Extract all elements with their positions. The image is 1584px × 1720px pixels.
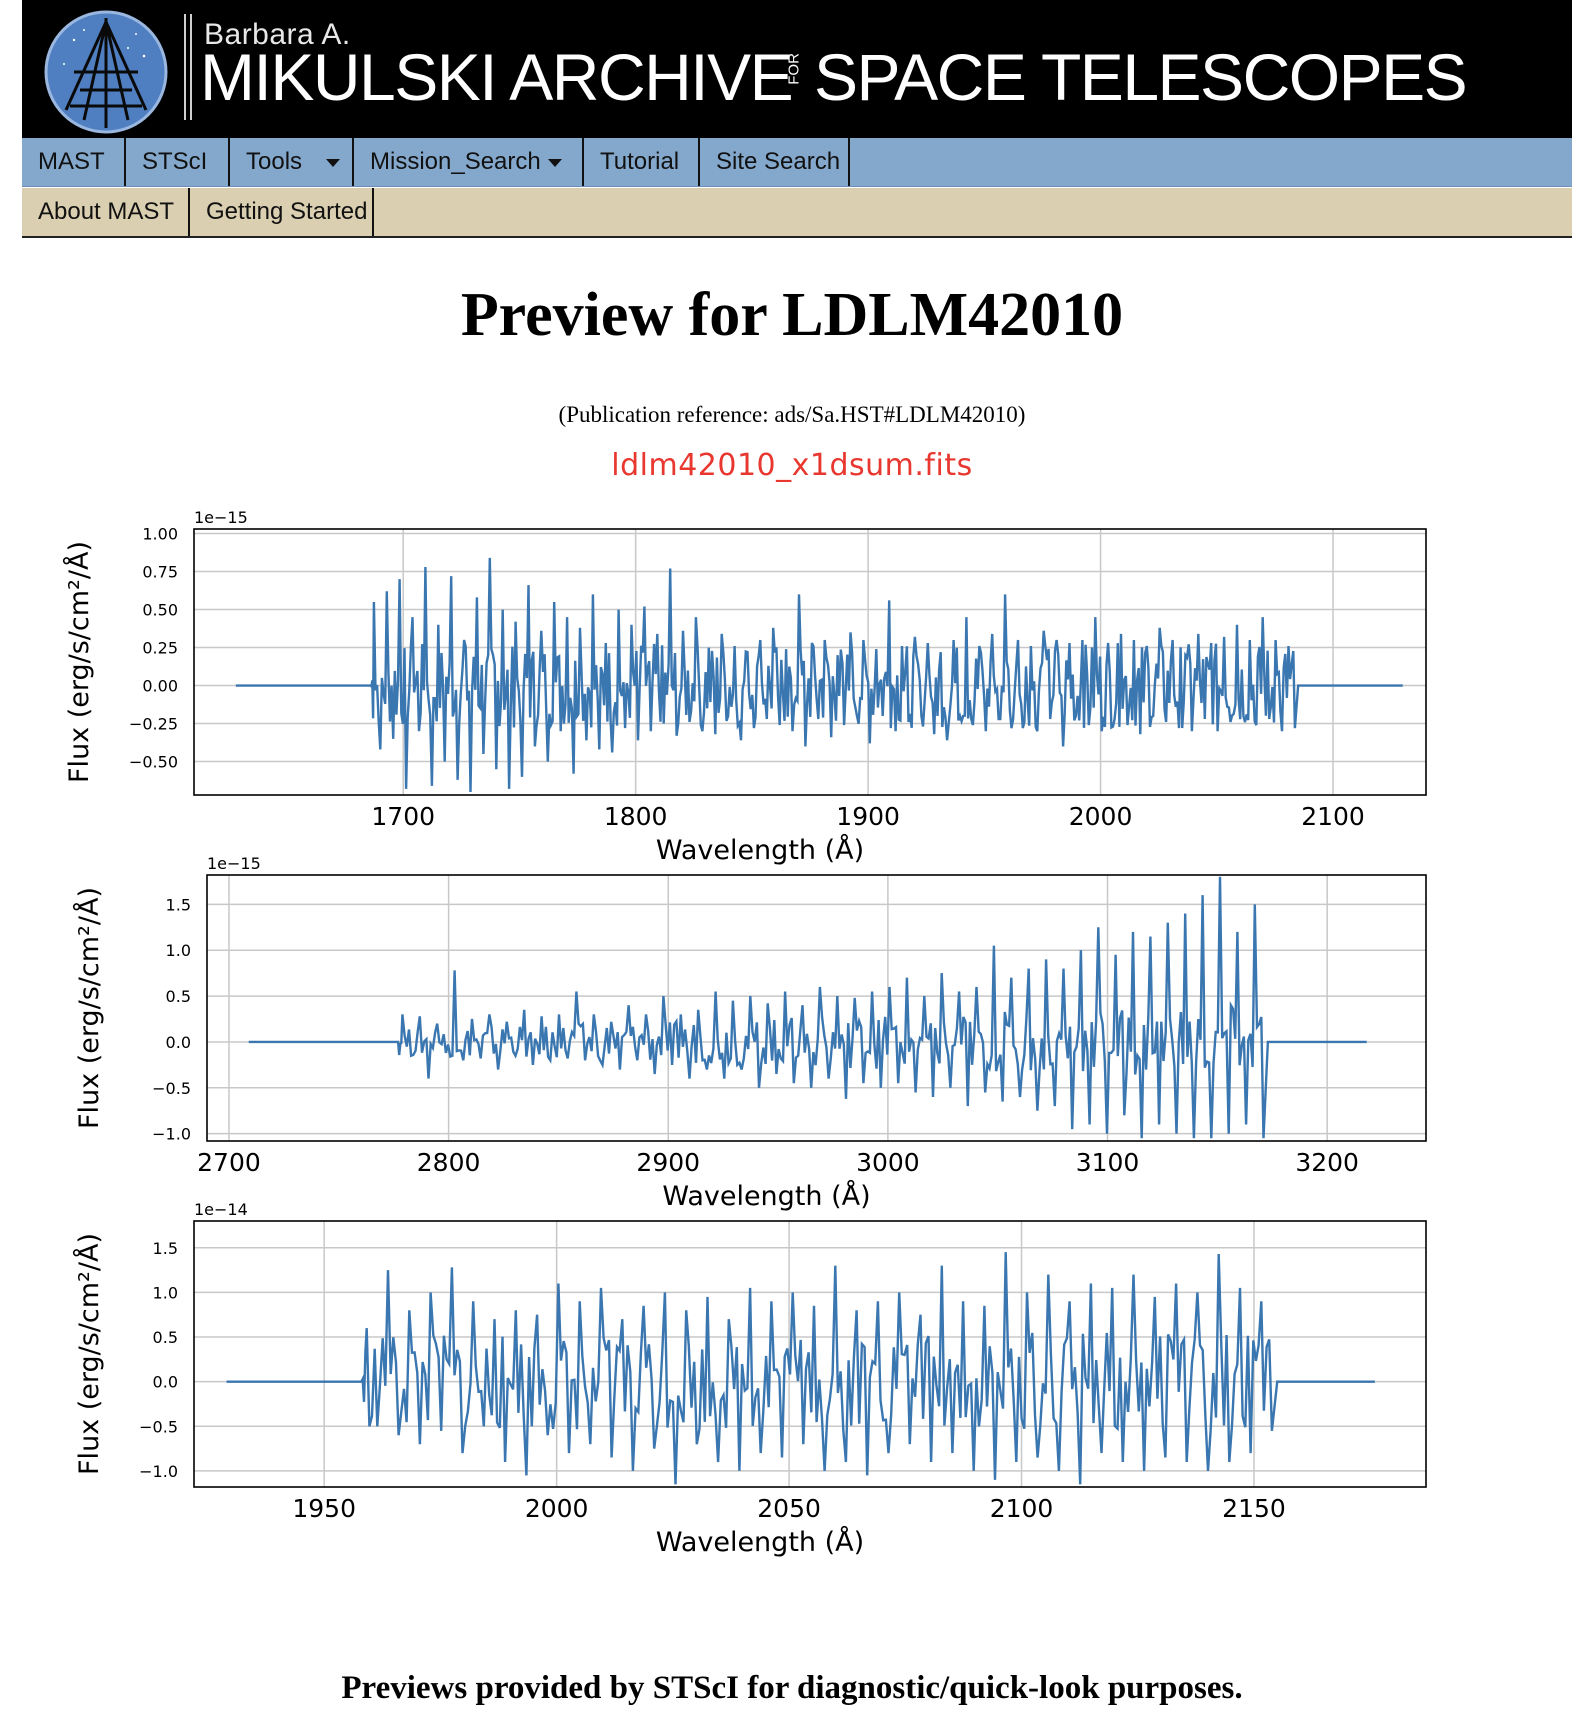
x-tick-label: 1800	[604, 802, 668, 831]
nav-item-tools[interactable]: Tools	[230, 138, 354, 186]
y-tick-label: 0.5	[166, 987, 191, 1006]
x-tick-label: 2700	[197, 1148, 261, 1177]
chart-panel-1: 1700 1800 1900 2000 2100 1.00 0.75 0.50 0.25 0.00…	[63, 508, 1427, 866]
y-axis-label: Flux (erg/s/cm²/Å)	[63, 541, 95, 783]
nav-item-label: Mission_Search	[370, 148, 541, 175]
nav-item-label: STScI	[142, 148, 208, 175]
y-tick-label: 0.75	[142, 563, 178, 582]
banner-subtitle: Barbara A.	[204, 18, 351, 51]
x-tick-label: 3100	[1076, 1148, 1140, 1177]
y-axis-label: Flux (erg/s/cm²/Å)	[73, 887, 105, 1129]
y-tick-label: −0.5	[152, 1079, 191, 1098]
page-title: Preview for LDLM42010	[460, 281, 1124, 349]
y-axis-label: Flux (erg/s/cm²/Å)	[73, 1233, 105, 1475]
y-tick-label: 0.00	[142, 677, 178, 696]
plot-frame	[206, 874, 1427, 1142]
x-tick-label: 2000	[525, 1494, 589, 1523]
publication-reference: (Publication reference: ads/Sa.HST#LDLM4…	[558, 402, 1026, 427]
y-tick-label: 1.00	[142, 525, 178, 544]
series-line	[235, 557, 1403, 793]
primary-nav: MAST STScI Tools Mission_Search Tutorial…	[22, 138, 1572, 187]
x-tick-label: 2150	[1222, 1494, 1286, 1523]
nav-item-about-mast[interactable]: About MAST	[22, 188, 190, 236]
nav-item-label: Site Search	[716, 148, 841, 175]
series-line	[226, 1252, 1375, 1485]
axis-offset-label: 1e−14	[194, 1200, 248, 1219]
y-tick-label: 0.0	[166, 1033, 191, 1052]
x-tick-label: 1700	[371, 802, 435, 831]
mast-logo-icon[interactable]	[44, 10, 168, 134]
footer-note: Previews provided by STScI for diagnosti…	[341, 1670, 1243, 1706]
plot-frame	[193, 528, 1427, 796]
nav-item-label: Tutorial	[600, 148, 680, 175]
y-tick-label: 0.5	[153, 1328, 178, 1347]
banner-divider	[184, 14, 192, 120]
banner-title-left: MIKULSKI ARCHIVE	[200, 40, 794, 114]
y-tick-label: 0.50	[142, 601, 178, 620]
chart-panel-3: 1950 2000 2050 2100 2150 1.5 1.0 0.5 0.0 −0.5 −1.0…	[73, 1200, 1427, 1558]
caret-down-icon	[326, 159, 340, 167]
plot-frame	[193, 1220, 1427, 1488]
y-tick-label: −0.25	[129, 715, 178, 734]
x-axis-label: Wavelength (Å)	[662, 1180, 870, 1212]
y-tick-label: 1.5	[153, 1239, 178, 1258]
x-tick-label: 3000	[856, 1148, 920, 1177]
x-axis-label: Wavelength (Å)	[656, 1526, 864, 1558]
x-axis-label: Wavelength (Å)	[656, 834, 864, 866]
x-tick-label: 2100	[990, 1494, 1054, 1523]
y-tick-label: −1.0	[139, 1462, 178, 1481]
x-tick-label: 2900	[636, 1148, 700, 1177]
y-tick-label: −1.0	[152, 1125, 191, 1144]
x-tick-label: 1950	[292, 1494, 356, 1523]
x-tick-label: 2100	[1301, 802, 1365, 831]
nav-item-tutorial[interactable]: Tutorial	[584, 138, 700, 186]
series-line	[248, 876, 1367, 1139]
x-tick-label: 1900	[836, 802, 900, 831]
nav-item-site-search[interactable]: Site Search	[700, 138, 850, 186]
site-banner[interactable]: Barbara A. MIKULSKI ARCHIVE FOR SPACE TE…	[22, 0, 1572, 138]
y-tick-label: −0.50	[129, 753, 178, 772]
banner-title-right: SPACE TELESCOPES	[814, 40, 1468, 114]
x-tick-label: 3200	[1295, 1148, 1359, 1177]
nav-item-label: Tools	[246, 148, 303, 175]
nav-item-stsci[interactable]: STScI	[126, 138, 230, 186]
nav-item-label: Getting Started	[206, 198, 368, 225]
fits-filename: ldlm42010_x1dsum.fits	[611, 448, 973, 483]
axis-offset-label: 1e−15	[207, 854, 261, 873]
y-tick-label: 0.0	[153, 1373, 178, 1392]
nav-item-getting-started[interactable]: Getting Started	[190, 188, 374, 236]
y-tick-label: −0.5	[139, 1417, 178, 1436]
x-tick-label: 2050	[757, 1494, 821, 1523]
nav-item-mission-search[interactable]: Mission_Search	[354, 138, 584, 186]
nav-item-label: About MAST	[38, 198, 175, 225]
y-tick-label: 1.0	[166, 941, 191, 960]
caret-down-icon	[548, 159, 562, 167]
x-tick-label: 2800	[417, 1148, 481, 1177]
axis-offset-label: 1e−15	[194, 508, 248, 527]
nav-item-label: MAST	[38, 148, 105, 175]
y-tick-label: 1.5	[166, 895, 191, 914]
y-tick-label: 1.0	[153, 1283, 178, 1302]
chart-panel-2: 2700 2800 2900 3000 3100 3200 1.5 1.0 0.5 0.0 −0.5…	[73, 854, 1427, 1212]
nav-item-mast[interactable]: MAST	[22, 138, 126, 186]
secondary-nav: About MAST Getting Started	[22, 188, 1572, 238]
x-tick-label: 2000	[1069, 802, 1133, 831]
y-tick-label: 0.25	[142, 639, 178, 658]
